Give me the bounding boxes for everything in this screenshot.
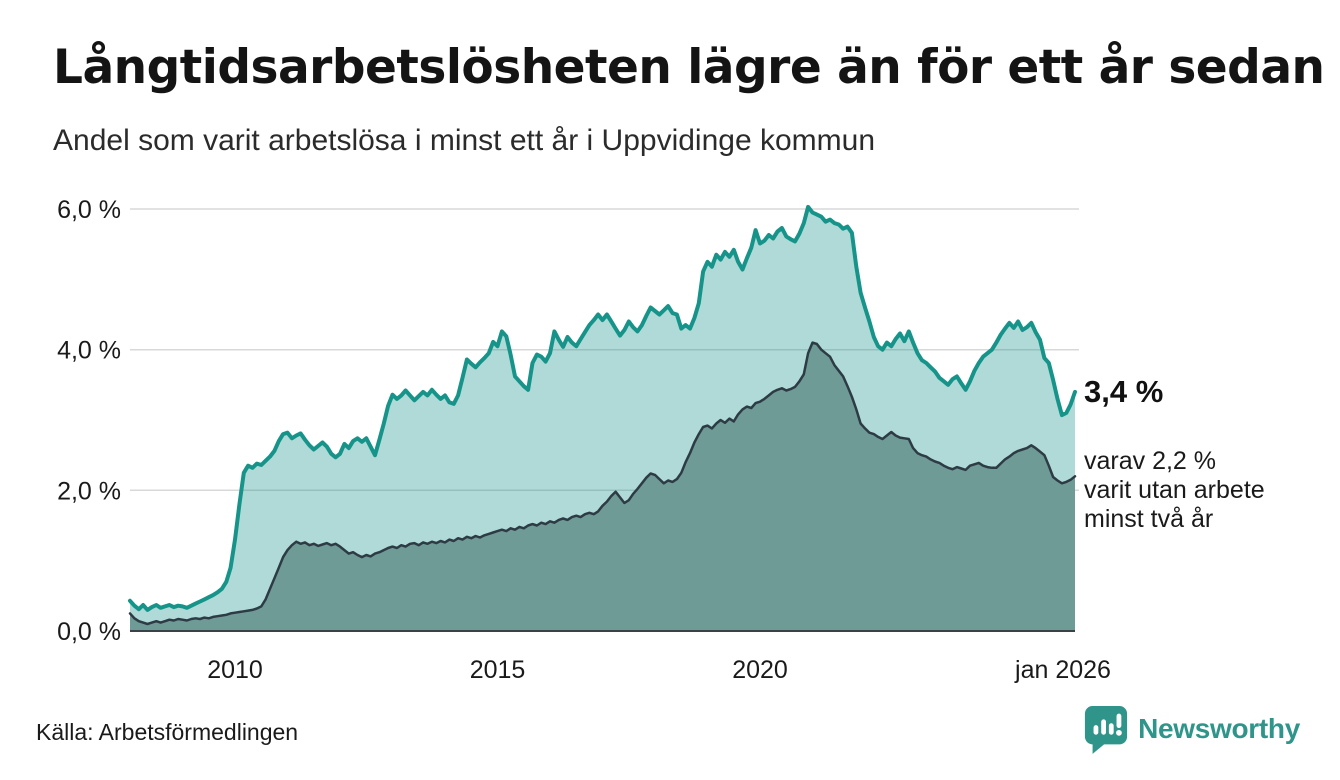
annotation-line: minst två år xyxy=(1084,505,1214,533)
x-tick-label: 2020 xyxy=(732,656,788,684)
newsworthy-logo-icon xyxy=(1084,706,1128,754)
y-tick-label: 0,0 % xyxy=(57,618,121,646)
y-tick-label: 4,0 % xyxy=(57,337,121,365)
line-minst-ett-ar xyxy=(128,204,1077,612)
line-minst-tva-ar xyxy=(128,341,1077,626)
y-tick-label: 6,0 % xyxy=(57,196,121,224)
newsworthy-wordmark: Newsworthy xyxy=(1138,713,1300,744)
annotation-line: varit utan arbete xyxy=(1084,476,1265,504)
bar-chart-glyph xyxy=(1093,713,1122,736)
end-value-label-two-years: varav 2,2 % varit utan arbete minst två … xyxy=(1084,447,1265,534)
x-tick-label: jan 2026 xyxy=(1014,656,1111,684)
exclamation-dot xyxy=(1116,729,1122,736)
chart-subtitle: Andel som varit arbetslösa i minst ett å… xyxy=(53,124,876,157)
x-tick-label: 2010 xyxy=(207,656,263,684)
newsworthy-logo: Newsworthy xyxy=(1083,704,1300,754)
end-value-label-one-year: 3,4 % xyxy=(1084,374,1164,409)
exclamation-bar xyxy=(1116,713,1122,729)
annotation-line: varav 2,2 % xyxy=(1084,447,1217,475)
chart-title: Långtidsarbetslösheten lägre än för ett … xyxy=(53,40,1325,95)
source-note: Källa: Arbetsförmedlingen xyxy=(36,719,299,745)
y-tick-label: 2,0 % xyxy=(57,477,121,505)
area-minst-tva-ar xyxy=(130,342,1075,631)
x-tick-label: 2015 xyxy=(470,656,526,684)
